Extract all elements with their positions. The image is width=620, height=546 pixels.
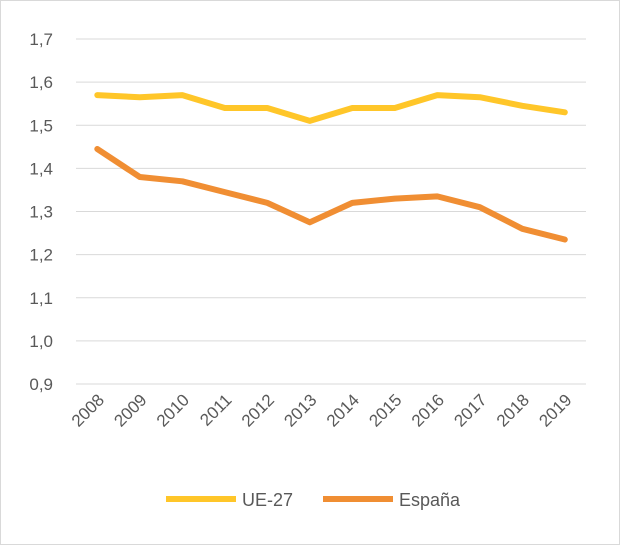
legend-label: UE-27	[242, 490, 293, 510]
x-tick-label: 2015	[365, 390, 405, 430]
series-lines	[97, 95, 565, 240]
y-tick-label: 1,0	[29, 332, 53, 351]
y-tick-label: 1,7	[29, 30, 53, 49]
x-tick-label: 2008	[68, 390, 108, 430]
x-tick-label: 2012	[238, 390, 278, 430]
x-tick-label: 2013	[280, 390, 320, 430]
x-tick-label: 2018	[493, 390, 533, 430]
x-tick-label: 2010	[153, 390, 193, 430]
x-tick-label: 2019	[535, 390, 575, 430]
y-tick-label: 1,2	[29, 246, 53, 265]
y-tick-label: 0,9	[29, 375, 53, 394]
x-tick-label: 2017	[450, 390, 490, 430]
x-tick-label: 2014	[323, 390, 363, 430]
x-tick-label: 2011	[196, 390, 235, 429]
series-line-ue-27	[97, 95, 565, 121]
y-axis-ticks: 0,9 1,0 1,1 1,2 1,3 1,4 1,5 1,6 1,7	[29, 30, 53, 394]
y-tick-label: 1,3	[29, 203, 53, 222]
x-tick-label: 2009	[110, 390, 150, 430]
y-tick-label: 1,6	[29, 73, 53, 92]
series-line-espana	[97, 149, 565, 240]
legend-label: España	[399, 490, 461, 510]
x-tick-label: 2016	[408, 390, 448, 430]
y-tick-label: 1,1	[29, 289, 53, 308]
y-tick-label: 1,5	[29, 116, 53, 135]
y-tick-label: 1,4	[29, 159, 53, 178]
legend: UE-27 España	[166, 490, 461, 510]
